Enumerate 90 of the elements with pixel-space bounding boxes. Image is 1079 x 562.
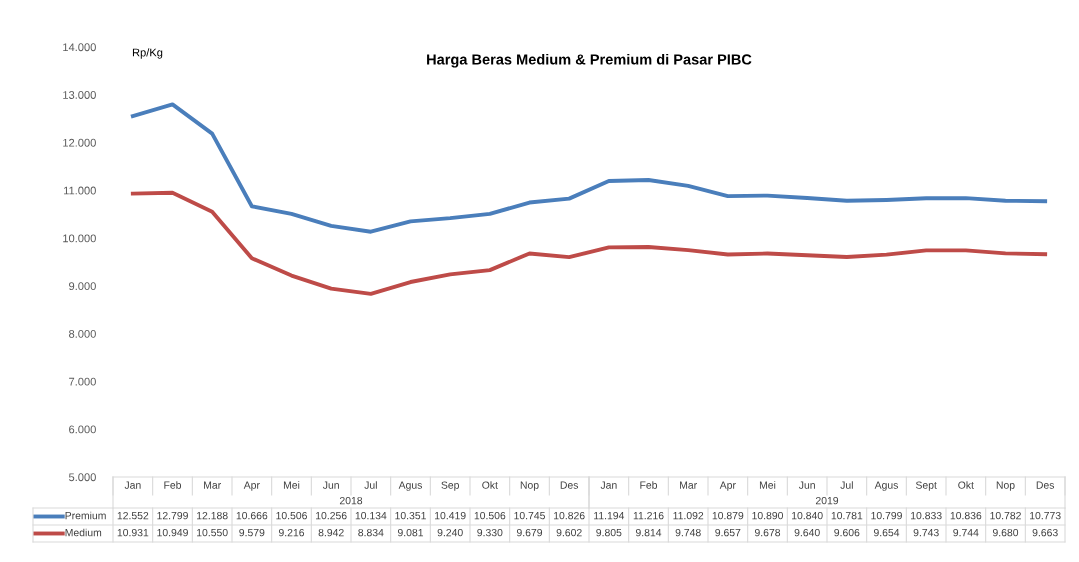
data-label: 10.419 bbox=[435, 511, 466, 520]
data-label: 9.081 bbox=[397, 528, 424, 537]
data-label: 10.782 bbox=[990, 511, 1021, 520]
x-tick-label: Jan bbox=[124, 481, 141, 489]
legend-label: Medium bbox=[65, 528, 102, 537]
data-label: 10.773 bbox=[1030, 511, 1061, 520]
x-tick-label: Jan bbox=[600, 481, 617, 489]
x-tick-label: Jun bbox=[798, 481, 815, 489]
data-label: 9.663 bbox=[1032, 528, 1058, 537]
data-label: 9.657 bbox=[715, 528, 741, 537]
data-label: 12.552 bbox=[117, 511, 149, 520]
data-label: 10.506 bbox=[474, 511, 506, 520]
data-label: 9.680 bbox=[992, 528, 1019, 537]
line-series bbox=[130, 190, 1048, 296]
y-tick-label: 6.000 bbox=[69, 425, 96, 434]
data-label: 9.602 bbox=[556, 528, 582, 537]
data-label: 8.834 bbox=[358, 528, 384, 537]
data-label: 10.745 bbox=[514, 511, 545, 520]
x-tick-label: Apr bbox=[243, 481, 260, 491]
data-label: 8.942 bbox=[318, 528, 344, 537]
data-label: 12.188 bbox=[197, 511, 228, 520]
x-tick-label: Des bbox=[1036, 481, 1055, 489]
y-tick-label: 10.000 bbox=[63, 234, 96, 243]
y-tick-label: 14.000 bbox=[63, 43, 96, 52]
x-tick-label: Feb bbox=[640, 481, 658, 489]
x-tick-label: Okt bbox=[958, 481, 974, 489]
data-label: 9.805 bbox=[596, 528, 622, 537]
x-tick-label: Jul bbox=[840, 481, 853, 489]
data-label: 9.216 bbox=[278, 528, 305, 537]
x-tick-label: Sep bbox=[441, 481, 459, 491]
x-tick-label: Sept bbox=[915, 481, 937, 491]
x-tick-label: Des bbox=[560, 481, 579, 489]
data-label: 11.216 bbox=[633, 511, 664, 520]
x-tick-label: Agus bbox=[398, 481, 422, 491]
data-label: 11.194 bbox=[594, 511, 625, 520]
data-label: 10.931 bbox=[117, 528, 149, 537]
x-tick-label: Okt bbox=[482, 481, 498, 489]
y-axis-title: Rp/Kg bbox=[132, 48, 163, 59]
data-label: 10.833 bbox=[911, 511, 942, 520]
y-tick-label: 13.000 bbox=[63, 91, 96, 99]
data-label: 9.654 bbox=[873, 528, 900, 537]
data-label: 10.351 bbox=[395, 511, 426, 520]
y-tick-label: 11.000 bbox=[64, 186, 96, 195]
x-tick-label: Agus bbox=[874, 481, 898, 491]
y-tick-label: 9.000 bbox=[69, 282, 96, 291]
data-label: 10.666 bbox=[236, 511, 268, 520]
text: 2018 bbox=[339, 496, 363, 505]
data-label: 9.748 bbox=[675, 528, 701, 537]
y-tick-label: 12.000 bbox=[63, 138, 96, 147]
x-tick-label: Nop bbox=[520, 481, 539, 491]
data-label: 10.879 bbox=[712, 511, 744, 520]
data-label: 10.134 bbox=[355, 511, 387, 520]
data-label: 9.814 bbox=[635, 528, 662, 537]
legend-label: Premium bbox=[65, 511, 106, 520]
data-label: 9.330 bbox=[477, 528, 503, 537]
data-label: 9.606 bbox=[834, 528, 860, 537]
line-series bbox=[130, 102, 1048, 234]
x-tick-label: Mar bbox=[680, 481, 697, 489]
x-tick-label: Jun bbox=[322, 481, 339, 489]
x-tick-label: Feb bbox=[164, 481, 182, 489]
data-label: 10.256 bbox=[316, 511, 347, 520]
x-tick-label: Mei bbox=[759, 481, 776, 489]
data-label: 9.744 bbox=[953, 528, 979, 537]
data-label: 10.550 bbox=[197, 528, 228, 537]
x-tick-label: Jul bbox=[364, 481, 377, 489]
data-label: 9.579 bbox=[239, 528, 265, 537]
x-tick-label: Mei bbox=[283, 481, 300, 489]
data-label: 10.826 bbox=[554, 511, 585, 520]
data-label: 10.506 bbox=[276, 511, 307, 520]
data-label: 10.781 bbox=[831, 511, 863, 520]
y-tick-label: 7.000 bbox=[69, 377, 96, 386]
data-label: 9.743 bbox=[913, 528, 939, 537]
data-label: 10.949 bbox=[157, 528, 188, 537]
data-label: 9.640 bbox=[794, 528, 820, 537]
data-label: 9.678 bbox=[754, 528, 781, 537]
y-tick-label: 8.000 bbox=[69, 329, 96, 338]
data-label: 10.799 bbox=[871, 511, 902, 520]
x-tick-label: Mar bbox=[204, 481, 221, 489]
data-label: 9.240 bbox=[437, 528, 463, 537]
data-label: 10.840 bbox=[792, 511, 823, 520]
data-label: 9.679 bbox=[516, 528, 543, 537]
chart-title: Harga Beras Medium & Premium di Pasar PIBC bbox=[427, 53, 752, 68]
x-tick-label: Nop bbox=[996, 481, 1015, 491]
y-tick-label: 5.000 bbox=[68, 473, 96, 482]
x-tick-label: Apr bbox=[719, 481, 736, 491]
data-label: 12.799 bbox=[157, 511, 188, 520]
data-label: 10.836 bbox=[950, 511, 982, 520]
text: 2019 bbox=[815, 496, 839, 505]
data-label: 11.092 bbox=[673, 511, 704, 520]
data-label: 10.890 bbox=[752, 511, 784, 520]
